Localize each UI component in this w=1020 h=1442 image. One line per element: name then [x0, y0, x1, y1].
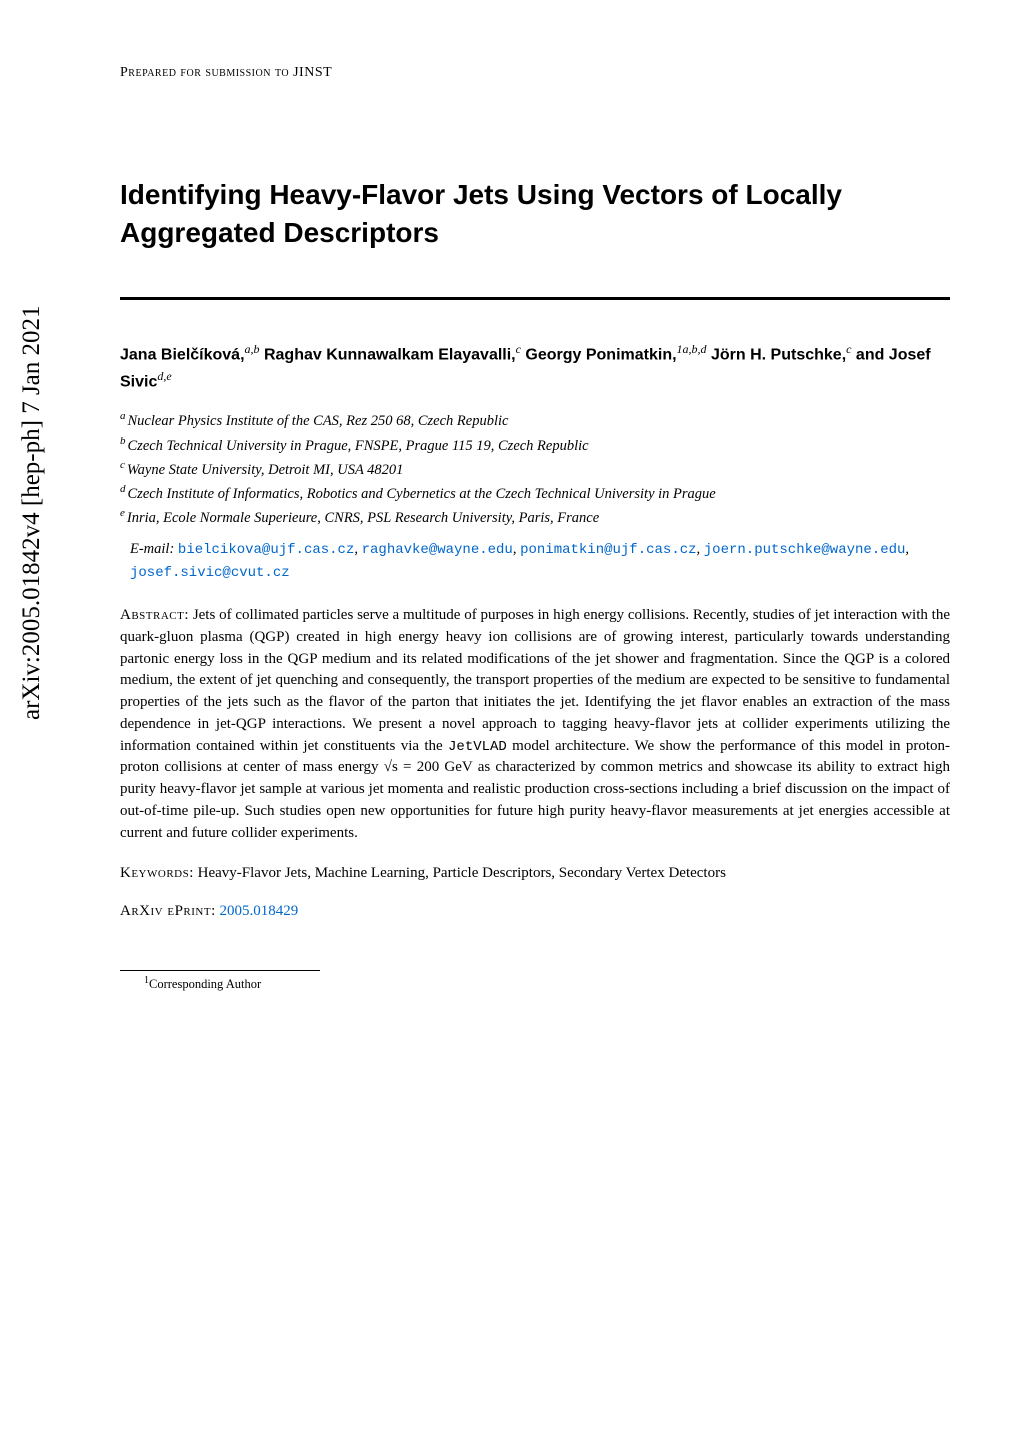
- journal-line: Prepared for submission to JINST: [120, 65, 950, 81]
- footnote: 1Corresponding Author: [120, 975, 950, 992]
- paper-title: Identifying Heavy-Flavor Jets Using Vect…: [120, 176, 950, 252]
- affiliation-item: cWayne State University, Detroit MI, USA…: [120, 457, 950, 481]
- keywords: Keywords: Heavy-Flavor Jets, Machine Lea…: [120, 862, 950, 885]
- page-content: Prepared for submission to JINST Identif…: [120, 0, 950, 992]
- footnote-text: Corresponding Author: [149, 977, 261, 991]
- abstract-label: Abstract:: [120, 607, 189, 623]
- affiliation-list: aNuclear Physics Institute of the CAS, R…: [120, 408, 950, 529]
- email-link[interactable]: raghavke@wayne.edu: [362, 542, 513, 558]
- eprint-label: ArXiv ePrint:: [120, 903, 216, 919]
- affiliation-item: eInria, Ecole Normale Superieure, CNRS, …: [120, 505, 950, 529]
- author-list: Jana Bielčíková,a,b Raghav Kunnawalkam E…: [120, 340, 950, 395]
- affiliation-item: dCzech Institute of Informatics, Robotic…: [120, 481, 950, 505]
- email-link[interactable]: ponimatkin@ujf.cas.cz: [520, 542, 696, 558]
- affiliation-item: bCzech Technical University in Prague, F…: [120, 433, 950, 457]
- abstract: Abstract: Jets of collimated particles s…: [120, 605, 950, 844]
- email-block: E-mail: bielcikova@ujf.cas.cz, raghavke@…: [120, 538, 950, 585]
- email-link[interactable]: joern.putschke@wayne.edu: [704, 542, 906, 558]
- eprint-link[interactable]: 2005.018429: [220, 903, 299, 919]
- keywords-label: Keywords:: [120, 865, 194, 881]
- email-link[interactable]: josef.sivic@cvut.cz: [130, 565, 290, 581]
- title-rule: [120, 297, 950, 300]
- email-label: E-mail:: [130, 541, 174, 557]
- affiliation-item: aNuclear Physics Institute of the CAS, R…: [120, 408, 950, 432]
- code-token: JetVLAD: [448, 739, 507, 755]
- footnote-rule: [120, 970, 320, 971]
- arxiv-identifier: arXiv:2005.01842v4 [hep-ph] 7 Jan 2021: [18, 305, 46, 720]
- email-link[interactable]: bielcikova@ujf.cas.cz: [178, 542, 354, 558]
- abstract-text-1: Jets of collimated particles serve a mul…: [120, 607, 950, 754]
- keywords-text: Heavy-Flavor Jets, Machine Learning, Par…: [198, 865, 726, 881]
- eprint-line: ArXiv ePrint: 2005.018429: [120, 903, 950, 920]
